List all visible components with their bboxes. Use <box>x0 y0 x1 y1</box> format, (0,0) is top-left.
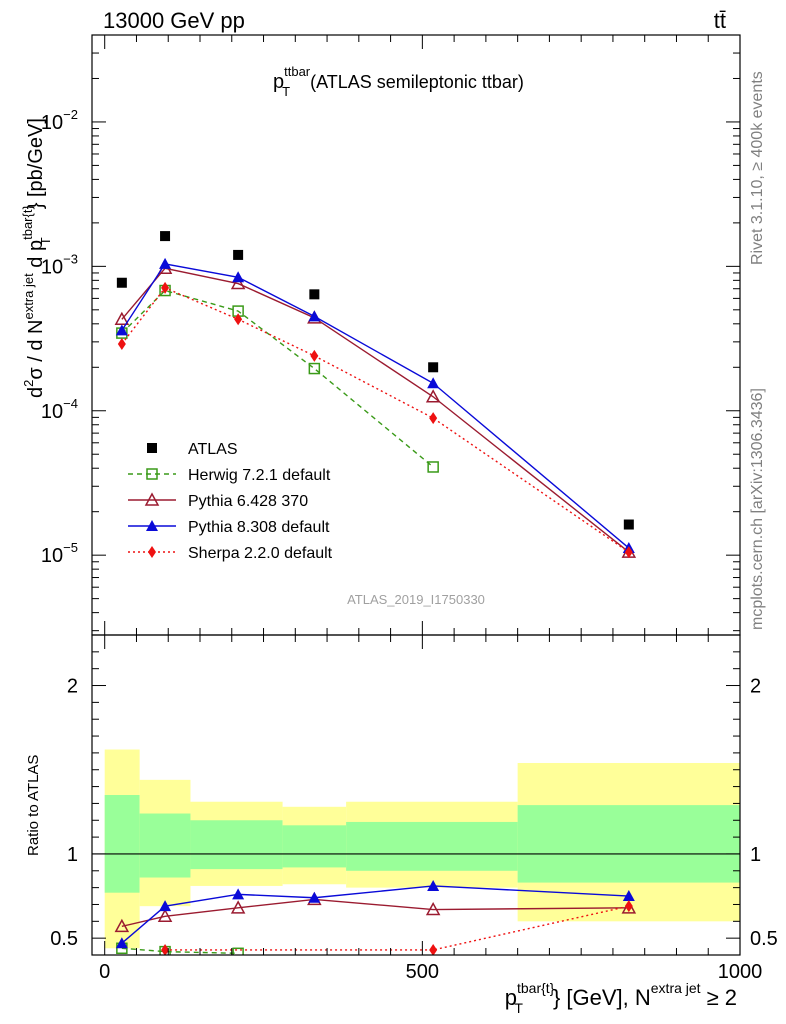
uncertainty-band-inner-0 <box>104 795 140 893</box>
ratio-point-s2-p1 <box>159 900 172 912</box>
legend-marker-1 <box>146 468 158 480</box>
data-point-s2-p0 <box>114 311 130 326</box>
uncertainty-band-inner-1 <box>139 813 191 878</box>
data-point-s2-p2 <box>230 275 246 290</box>
x-axis-label: ptbar{t} T} [GeV], Nextra jet ≥ 2 <box>505 980 737 1016</box>
data-point-s0-p5 <box>623 519 634 530</box>
x-tick-label-0: 0 <box>99 961 110 983</box>
ratio-point-s1-p1 <box>157 908 173 923</box>
ratio-panel-plot-area: 0.5 0.5 1 1 2 2 0 500 1000 <box>50 634 778 983</box>
header-left-label: 13000 GeV pp <box>103 8 245 33</box>
legend-label-1: Herwig 7.2.1 default <box>188 467 331 484</box>
series-line-4 <box>121 286 630 553</box>
ratio-line-3 <box>165 905 629 951</box>
mcplots-label: mcplots.cern.ch [arXiv:1306.3436] <box>749 388 766 630</box>
ratio-y-tick-label-right-2: 2 <box>750 676 761 698</box>
ratio-line-0 <box>121 947 239 955</box>
plot-title: pttbar T (ATLAS semileptonic ttbar) <box>273 64 524 99</box>
data-point-s4-p4 <box>429 412 438 425</box>
data-point-s4-p5 <box>624 546 633 559</box>
ratio-point-s3-p2 <box>624 900 633 913</box>
legend-marker-4 <box>148 546 156 558</box>
data-point-s4-p2 <box>234 313 243 326</box>
data-point-s1-p3 <box>308 362 321 375</box>
ratio-y-tick-label-right-1: 1 <box>750 844 761 866</box>
series-line-3 <box>121 263 630 549</box>
ratio-line-2 <box>121 885 629 944</box>
ratio-y-tick-label-left-1: 1 <box>67 844 78 866</box>
data-point-s0-p1 <box>160 231 171 242</box>
legend: ATLAS Herwig 7.2.1 default Pythia 6.428 37… <box>128 441 333 562</box>
uncertainty-band-inner-2 <box>190 820 283 870</box>
x-tick-label-1: 500 <box>406 961 439 983</box>
ratio-point-s3-p0 <box>161 943 170 955</box>
uncertainty-band-inner-4 <box>346 821 518 871</box>
x-tick-label-2: 1000 <box>718 961 763 983</box>
data-point-s3-p4 <box>427 377 440 389</box>
uncertainty-band-inner-3 <box>282 825 347 868</box>
data-point-s1-p4 <box>427 461 439 473</box>
ratio-y-tick-label-right-0: 0.5 <box>750 928 778 950</box>
ratio-point-s2-p4 <box>427 879 440 891</box>
uncertainty-band-inner-5 <box>517 805 740 883</box>
y-tick-label-2: 10−4 <box>41 396 78 423</box>
data-point-s4-p3 <box>310 349 319 362</box>
legend-label-3: Pythia 8.308 default <box>188 519 330 536</box>
header-right-label: tt̄ <box>714 8 726 33</box>
data-point-s3-p3 <box>308 310 321 322</box>
ratio-series-group <box>92 749 740 955</box>
ratio-point-s1-p2 <box>230 900 246 914</box>
ratio-point-s1-p4 <box>425 901 441 916</box>
data-point-s3-p1 <box>159 257 172 269</box>
legend-marker-0 <box>147 443 157 453</box>
series-line-2 <box>121 267 630 553</box>
data-point-s0-p2 <box>233 249 244 260</box>
ratio-point-s2-p2 <box>232 888 245 900</box>
y-tick-label-3: 10−5 <box>41 540 78 567</box>
ratio-point-s3-p1 <box>429 943 438 955</box>
ratio-point-s2-p0 <box>115 937 128 949</box>
ratio-y-tick-label-left-0: 0.5 <box>50 928 78 950</box>
data-point-s0-p0 <box>116 277 127 288</box>
main-series-group <box>114 231 637 559</box>
ratio-line-1 <box>121 898 629 928</box>
data-point-s2-p4 <box>425 389 441 403</box>
data-point-s4-p1 <box>161 281 170 294</box>
legend-label-0: ATLAS <box>188 441 238 458</box>
legend-label-4: Sherpa 2.2.0 default <box>188 545 333 562</box>
ratio-y-axis-label: Ratio to ATLAS <box>25 755 42 856</box>
legend-marker-3 <box>146 520 158 531</box>
rivet-version-label: Rivet 3.1.10, ≥ 400k events <box>749 71 766 265</box>
y-tick-label-0: 10−2 <box>41 107 78 134</box>
ratio-y-tick-label-left-2: 2 <box>67 676 78 698</box>
y-tick-label-1: 10−3 <box>41 251 78 278</box>
data-point-s0-p4 <box>428 362 439 373</box>
ratio-point-s2-p3 <box>308 891 321 903</box>
legend-label-2: Pythia 6.428 370 <box>188 493 308 510</box>
ratio-point-s1-p0 <box>114 918 130 933</box>
data-point-s3-p2 <box>232 271 245 283</box>
main-panel-plot-area: 10−2 10−3 10−4 10−5 <box>41 34 741 636</box>
ratio-panel-frame <box>91 634 741 956</box>
ratio-point-s2-p5 <box>622 890 635 902</box>
data-point-s0-p3 <box>309 289 320 300</box>
data-point-s4-p0 <box>117 337 126 350</box>
legend-marker-2 <box>144 492 160 506</box>
analysis-watermark: ATLAS_2019_I1750330 <box>347 592 485 607</box>
ratio-point-s0-p2 <box>232 947 244 955</box>
data-point-s3-p0 <box>115 324 128 336</box>
series-line-1 <box>121 289 434 468</box>
